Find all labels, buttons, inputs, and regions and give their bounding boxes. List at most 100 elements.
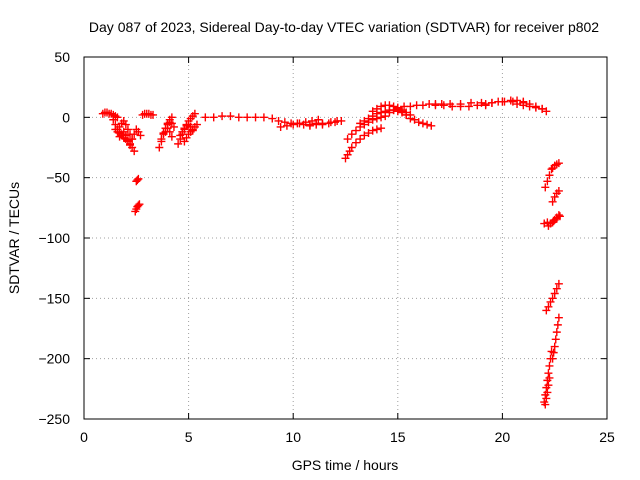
data-point — [343, 135, 352, 144]
data-point — [385, 108, 394, 117]
series-arc-33 — [548, 186, 563, 206]
data-point — [226, 112, 235, 121]
data-point — [234, 113, 243, 122]
x-tick-label: 20 — [495, 429, 511, 445]
data-point — [218, 112, 227, 121]
data-point — [544, 381, 553, 390]
data-point — [276, 122, 285, 131]
data-point — [364, 114, 373, 123]
data-point — [314, 115, 323, 124]
data-point — [368, 126, 377, 135]
data-point — [545, 171, 554, 180]
data-point — [155, 143, 164, 152]
data-point — [406, 114, 415, 123]
data-point — [553, 320, 562, 329]
data-point — [364, 129, 373, 138]
data-point — [481, 100, 490, 109]
data-point — [372, 104, 381, 113]
data-point — [259, 113, 268, 122]
data-point — [423, 120, 432, 129]
data-point — [548, 294, 557, 303]
data-point — [542, 394, 551, 403]
series-arc-24 — [393, 100, 446, 112]
y-axis-label: SDTVAR / TECUs — [6, 182, 22, 294]
data-point — [324, 119, 333, 128]
y-tick-label: −100 — [38, 230, 70, 246]
data-point — [542, 107, 551, 116]
data-point — [500, 97, 509, 106]
data-point — [331, 118, 340, 127]
data-point — [351, 126, 360, 135]
data-point — [477, 98, 486, 107]
data-point — [550, 342, 559, 351]
data-point — [201, 113, 210, 122]
data-point — [467, 98, 476, 107]
data-point — [356, 119, 365, 128]
data-point — [351, 138, 360, 147]
series-arc-30 — [519, 98, 547, 113]
data-point — [121, 131, 130, 140]
data-point — [130, 147, 139, 156]
y-tick-label: 0 — [62, 109, 70, 125]
plot-frame — [83, 56, 608, 420]
data-point — [274, 116, 283, 125]
data-point — [541, 183, 550, 192]
data-point — [282, 121, 291, 130]
data-point — [550, 289, 559, 298]
data-point — [552, 284, 561, 293]
data-point — [393, 103, 402, 112]
x-tick-label: 15 — [390, 429, 406, 445]
data-point — [418, 101, 427, 110]
series-arc-17 — [276, 115, 323, 131]
data-point — [544, 369, 553, 378]
data-point — [554, 279, 563, 288]
data-point — [243, 113, 252, 122]
data-point — [547, 347, 556, 356]
data-point — [167, 132, 176, 141]
series-arc-04 — [115, 127, 135, 150]
data-point — [397, 108, 406, 117]
series-arc-32 — [548, 159, 563, 173]
data-point — [552, 328, 561, 337]
data-point — [128, 135, 137, 144]
series-arc-14 — [180, 120, 201, 146]
y-tick-label: −150 — [38, 290, 70, 306]
series-arc-15 — [201, 112, 277, 123]
data-point — [109, 115, 118, 124]
series-arc-07 — [131, 200, 144, 216]
series-arc-39 — [541, 373, 554, 409]
data-point — [136, 131, 145, 140]
data-point — [473, 101, 482, 110]
data-point — [525, 100, 534, 109]
x-tick-label: 5 — [185, 429, 193, 445]
data-point — [543, 177, 552, 186]
data-point — [165, 127, 174, 136]
series-arc-05 — [128, 125, 145, 144]
x-axis-label: GPS time / hours — [292, 457, 399, 473]
x-tick-label: 0 — [80, 429, 88, 445]
data-point — [546, 354, 555, 363]
y-tick-label: 50 — [54, 49, 70, 65]
data-point — [169, 122, 178, 131]
data-point — [544, 302, 553, 311]
data-point — [554, 159, 563, 168]
data-point — [134, 174, 143, 183]
data-point — [135, 200, 144, 209]
x-tick-label: 10 — [285, 429, 301, 445]
data-points — [98, 96, 564, 409]
series-arc-08 — [138, 109, 158, 119]
data-point — [548, 197, 557, 206]
series-arc-18 — [305, 116, 346, 130]
data-point — [551, 335, 560, 344]
data-point — [268, 114, 277, 123]
data-point — [209, 113, 218, 122]
data-point — [123, 125, 132, 134]
data-point — [439, 101, 448, 110]
data-point — [295, 119, 304, 128]
data-point — [289, 120, 298, 129]
data-point — [126, 141, 135, 150]
data-point — [427, 121, 436, 130]
data-point — [531, 102, 540, 111]
data-point — [543, 388, 552, 397]
